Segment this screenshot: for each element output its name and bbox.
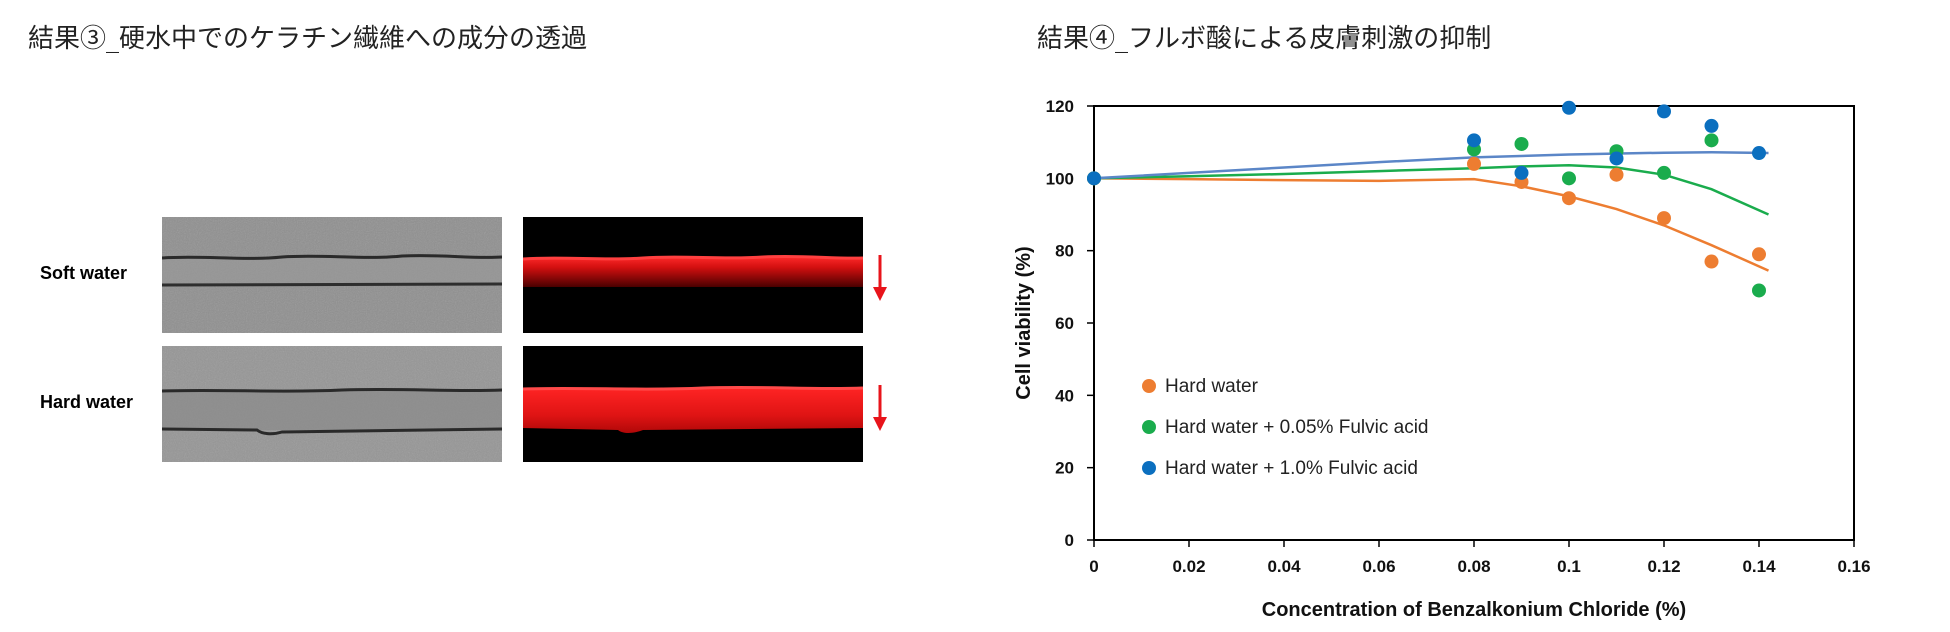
data-point-series-0: [1609, 167, 1624, 182]
data-point-series-0: [1657, 211, 1671, 226]
x-tick-label: 0.1: [1557, 557, 1581, 576]
data-point-series-2: [1514, 165, 1529, 180]
x-tick-label: 0.16: [1837, 557, 1870, 576]
y-axis-title: Cell viability (%): [1013, 246, 1035, 399]
x-axis-ticks: 0 0.02 0.04 0.06 0.08 0.1 0.12 0.14 0.16: [1089, 540, 1871, 576]
soft-water-label: Soft water: [40, 263, 128, 283]
data-point-series-0: [1704, 254, 1719, 269]
data-point-series-2: [1087, 171, 1101, 186]
legend-label-series-2: Hard water + 1.0% Fulvic acid: [1165, 458, 1418, 479]
y-tick-label: 60: [1055, 314, 1074, 333]
soft-water-fluorescence-image: [523, 217, 863, 333]
data-point-series-1: [1562, 171, 1576, 186]
data-point-series-2: [1467, 133, 1481, 148]
y-tick-label: 80: [1055, 242, 1074, 261]
legend: Hard water Hard water + 0.05% Fulvic acid…: [1142, 376, 1428, 479]
result4-heading: 結果④_フルボ酸による皮膚刺激の抑制: [1037, 24, 1492, 54]
x-tick-label: 0.14: [1742, 557, 1776, 576]
data-point-series-2: [1704, 118, 1719, 133]
x-tick-label: 0.08: [1457, 557, 1490, 576]
x-tick-label: 0: [1089, 557, 1098, 576]
result3-heading: 結果③_硬水中でのケラチン繊維への成分の透過: [28, 24, 588, 54]
legend-marker-series-0: [1142, 379, 1156, 393]
x-tick-label: 0.12: [1647, 557, 1680, 576]
x-tick-label: 0.06: [1362, 557, 1395, 576]
y-tick-label: 100: [1046, 169, 1074, 188]
legend-marker-series-1: [1142, 420, 1156, 434]
legend-marker-series-2: [1142, 461, 1156, 475]
y-tick-label: 120: [1046, 97, 1074, 116]
trend-line-series-0: [1093, 177, 1770, 272]
hard-water-brightfield-image: [162, 346, 502, 462]
y-tick-label: 40: [1055, 386, 1074, 405]
data-point-series-0: [1752, 247, 1766, 262]
hard-water-label: Hard water: [40, 392, 134, 412]
legend-label-series-0: Hard water: [1165, 376, 1259, 397]
y-tick-label: 20: [1055, 459, 1074, 478]
data-point-series-1: [1704, 133, 1719, 148]
y-tick-label: 0: [1065, 531, 1074, 550]
data-point-series-2: [1657, 104, 1671, 119]
x-tick-label: 0.02: [1172, 557, 1205, 576]
data-point-series-2: [1752, 146, 1766, 161]
hard-water-penetration-arrow-icon: [868, 383, 892, 433]
hard-water-fluorescence-image: [523, 346, 863, 462]
y-axis-ticks: 0 20 40 60 80 100 120: [1046, 97, 1094, 550]
soft-water-penetration-arrow-icon: [868, 253, 892, 303]
data-points: [1087, 100, 1766, 298]
data-point-series-0: [1562, 191, 1576, 206]
data-point-series-2: [1609, 151, 1624, 166]
data-point-series-0: [1467, 156, 1481, 171]
data-point-series-1: [1657, 165, 1671, 180]
data-point-series-2: [1562, 100, 1576, 115]
data-point-series-1: [1752, 283, 1766, 298]
x-axis-title: Concentration of Benzalkonium Chloride (…: [1262, 599, 1686, 621]
soft-water-brightfield-image: [162, 217, 502, 333]
legend-label-series-1: Hard water + 0.05% Fulvic acid: [1165, 417, 1428, 438]
data-point-series-1: [1514, 136, 1529, 151]
x-tick-label: 0.04: [1267, 557, 1301, 576]
